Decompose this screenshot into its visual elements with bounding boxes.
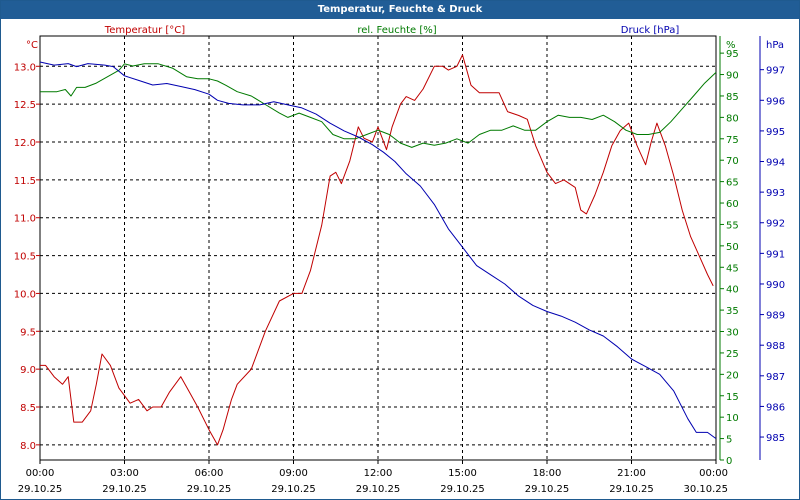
x-tick-date: 29.10.25 (271, 484, 316, 495)
temperature-series-line (40, 54, 714, 446)
x-tick-time: 18:00 (533, 468, 562, 479)
pressure-tick-label: 994 (766, 158, 785, 169)
pressure-tick-label: 997 (766, 66, 785, 77)
pressure-tick-label: 993 (766, 188, 785, 199)
pressure-tick-label: 989 (766, 311, 785, 322)
humidity-tick-label: 65 (726, 178, 739, 189)
humidity-tick-label: 75 (726, 135, 739, 146)
humidity-series-label: rel. Feuchte [%] (357, 25, 436, 36)
temperature-tick-label: 9.5 (20, 327, 36, 338)
pressure-tick-label: 985 (766, 433, 785, 444)
pressure-unit-label: hPa (766, 40, 784, 51)
temperature-tick-label: 12.5 (14, 100, 36, 111)
x-tick-date: 29.10.25 (609, 484, 654, 495)
x-tick-date: 29.10.25 (102, 484, 147, 495)
temperature-tick-label: 8.0 (20, 441, 36, 452)
humidity-tick-label: 30 (726, 328, 739, 339)
humidity-tick-label: 80 (726, 113, 739, 124)
pressure-series-label: Druck [hPa] (621, 25, 680, 36)
pressure-series-line (39, 61, 717, 440)
humidity-tick-label: 35 (726, 306, 739, 317)
temperature-tick-label: 12.0 (14, 138, 36, 149)
temperature-tick-label: 9.0 (20, 365, 36, 376)
pressure-tick-label: 987 (766, 372, 785, 383)
pressure-tick-label: 990 (766, 280, 785, 291)
x-tick-time: 06:00 (195, 468, 224, 479)
humidity-tick-label: 85 (726, 92, 739, 103)
x-tick-time: 00:00 (699, 468, 728, 479)
temperature-tick-label: 10.0 (14, 289, 36, 300)
temperature-tick-label: 8.5 (20, 403, 36, 414)
x-tick-date: 29.10.25 (187, 484, 232, 495)
humidity-series-line (40, 63, 717, 148)
humidity-tick-label: 50 (726, 242, 739, 253)
pressure-tick-label: 996 (766, 96, 785, 107)
temperature-series-label: Temperatur [°C] (104, 25, 185, 36)
humidity-unit-label: % (726, 40, 736, 51)
window-title: Temperatur, Feuchte & Druck (1, 1, 799, 19)
x-tick-time: 21:00 (617, 468, 646, 479)
x-tick-date: 29.10.25 (356, 484, 401, 495)
humidity-tick-label: 55 (726, 220, 739, 231)
x-tick-date: 29.10.25 (525, 484, 570, 495)
humidity-tick-label: 0 (726, 456, 732, 467)
humidity-tick-label: 95 (726, 49, 739, 60)
humidity-tick-label: 40 (726, 285, 739, 296)
x-tick-time: 15:00 (448, 468, 477, 479)
temperature-tick-label: 11.0 (14, 214, 36, 225)
x-tick-time: 09:00 (279, 468, 308, 479)
temperature-tick-label: 11.5 (14, 176, 36, 187)
x-tick-time: 00:00 (26, 468, 55, 479)
humidity-tick-label: 20 (726, 370, 739, 381)
humidity-tick-label: 90 (726, 71, 739, 82)
pressure-tick-label: 986 (766, 402, 785, 413)
humidity-tick-label: 60 (726, 199, 739, 210)
humidity-tick-label: 15 (726, 392, 739, 403)
humidity-tick-label: 25 (726, 349, 739, 360)
temperature-tick-label: 13.0 (14, 62, 36, 73)
humidity-tick-label: 5 (726, 435, 732, 446)
humidity-tick-label: 70 (726, 156, 739, 167)
humidity-tick-label: 45 (726, 263, 739, 274)
x-tick-time: 12:00 (364, 468, 393, 479)
pressure-tick-label: 991 (766, 249, 785, 260)
x-tick-date: 29.10.25 (18, 484, 63, 495)
x-tick-date: 30.10.25 (683, 484, 728, 495)
x-tick-date: 29.10.25 (440, 484, 485, 495)
pressure-tick-label: 988 (766, 341, 785, 352)
pressure-tick-label: 992 (766, 219, 785, 230)
pressure-tick-label: 995 (766, 127, 785, 138)
temperature-unit-label: °C (26, 40, 38, 51)
x-tick-time: 03:00 (110, 468, 139, 479)
humidity-tick-label: 10 (726, 413, 739, 424)
temperature-tick-label: 10.5 (14, 252, 36, 263)
